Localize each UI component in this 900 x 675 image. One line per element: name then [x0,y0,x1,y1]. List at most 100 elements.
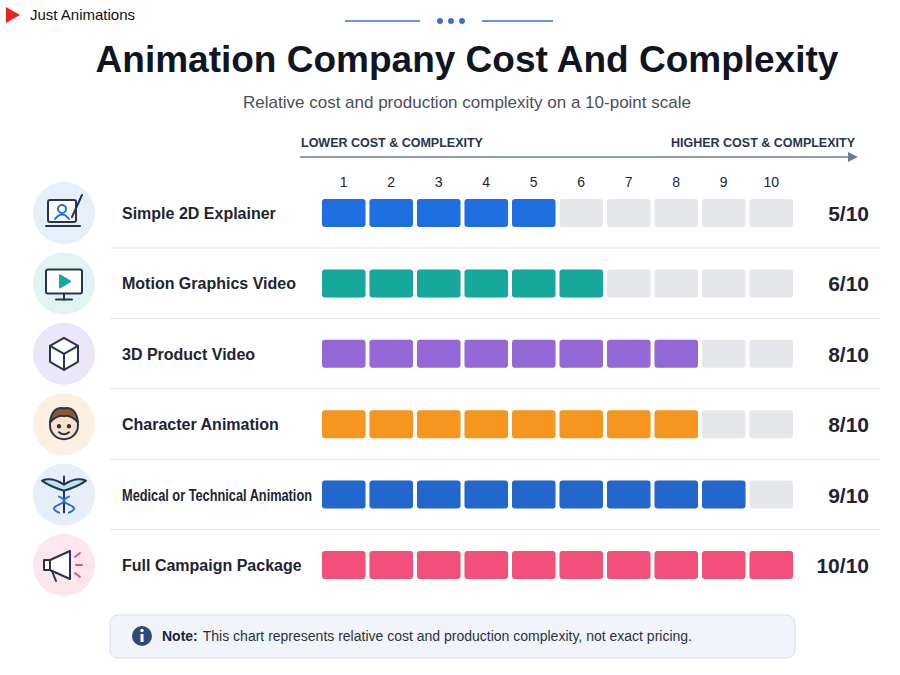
category-icon [44,551,82,581]
bar-segment [370,481,414,509]
title: Animation Company Cost And Complexity [96,39,839,80]
bar-segment [465,410,509,438]
note-box [110,615,795,658]
track-segment [702,199,746,227]
icon-part [46,225,80,227]
track-segment [702,551,746,579]
deco-line [482,20,553,22]
track-segment [655,199,699,227]
bar-segment [465,199,509,227]
row-separator [110,529,880,530]
bar-segment [322,410,366,438]
track-segment [560,340,604,368]
bar-segment [655,340,699,368]
bar-segment [417,199,461,227]
info-icon-part [140,629,143,632]
bar-segment [465,481,509,509]
track-segment [560,199,604,227]
category-icon [50,408,78,439]
track-segment [560,410,604,438]
info-icon-part [141,634,144,642]
info-icon [132,626,152,646]
track-segment [750,551,794,579]
bar-segment [702,551,746,579]
track-segment [655,481,699,509]
tick-label: 8 [672,174,680,190]
track-segment [322,199,366,227]
track-segment [322,410,366,438]
bar-segment [465,551,509,579]
icon-part [72,195,82,217]
icon-part [44,560,50,570]
brand-logo [6,7,20,23]
bar [322,340,700,368]
track-segment [750,340,794,368]
bar-segment [607,551,651,579]
track-segment [417,340,461,368]
bar-segment [607,410,651,438]
track-segment [465,199,509,227]
bar [322,199,558,227]
icon-circle [33,393,95,455]
track-segment [702,340,746,368]
icon-part [56,298,72,300]
brand: Just Animations [30,6,135,23]
track-segment [655,410,699,438]
track-segment [655,269,699,297]
icon-part [50,346,78,370]
track-segment [417,551,461,579]
track-segment [560,481,604,509]
track-segment [607,481,651,509]
icon-circle [33,252,95,314]
bar-segment [512,410,556,438]
track-segment [560,551,604,579]
tick-label: 3 [435,174,443,190]
track-segment [465,481,509,509]
track-segment [465,551,509,579]
row-separator [110,248,880,249]
category-icon [46,269,82,299]
bar-segment [655,551,699,579]
note-text: This chart represents relative cost and … [203,628,692,644]
subtitle: Relative cost and production complexity … [243,93,691,112]
bar-segment [560,551,604,579]
track-segment [512,481,556,509]
bar-segment [370,199,414,227]
axis-arrow-line [300,156,850,158]
track-segment [465,269,509,297]
data-label: 5/10 [828,202,869,225]
track-segment [322,481,366,509]
icon-part [54,497,74,513]
tick-label: 1 [340,174,348,190]
track-segment [417,199,461,227]
icon-circle [33,323,95,385]
row-separator [110,318,880,319]
track-segment [370,269,414,297]
data-label: 10/10 [816,554,869,577]
track-segment [607,199,651,227]
icon-part [68,425,70,427]
category-label: Full Campaign Package [122,557,302,574]
category-label: Motion Graphics Video [122,275,296,292]
deco-line [345,20,420,22]
tick-label: 6 [577,174,585,190]
deco-dot [437,18,443,24]
data-label: 8/10 [828,343,869,366]
track-segment [512,269,556,297]
bar-segment [655,481,699,509]
bar-segment [370,551,414,579]
data-label: 9/10 [828,484,869,507]
track-segment [512,199,556,227]
tick-label: 10 [763,174,779,190]
track-segment [512,551,556,579]
track-segment [417,269,461,297]
bar [322,410,700,438]
bar-segment [655,410,699,438]
category-label: Character Animation [122,416,279,433]
category-icon [42,477,86,513]
chart-root: Just Animations Animation Company Cost An… [0,0,900,675]
bar-segment [417,340,461,368]
bar-segment [417,481,461,509]
bar-segment [560,410,604,438]
bar-segment [512,340,556,368]
